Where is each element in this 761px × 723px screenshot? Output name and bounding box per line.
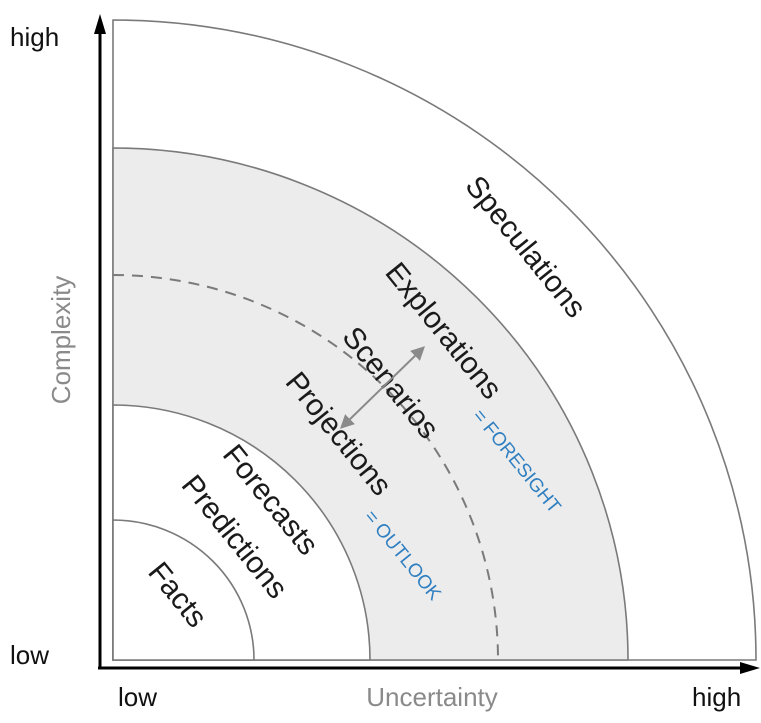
y-low-label: low: [10, 640, 49, 670]
x-axis-arrow-icon: [740, 662, 760, 674]
y-axis-arrow-icon: [94, 14, 106, 34]
y-high-label: high: [10, 22, 59, 52]
x-high-label: high: [692, 682, 741, 712]
y-axis-title: Complexity: [46, 276, 76, 405]
scenario-range-arrow: [339, 346, 426, 429]
facts-ring: [112, 519, 255, 661]
scenarios-dashed-boundary: [112, 274, 499, 661]
x-low-label: low: [118, 682, 157, 712]
x-axis-title: Uncertainty: [366, 682, 498, 712]
